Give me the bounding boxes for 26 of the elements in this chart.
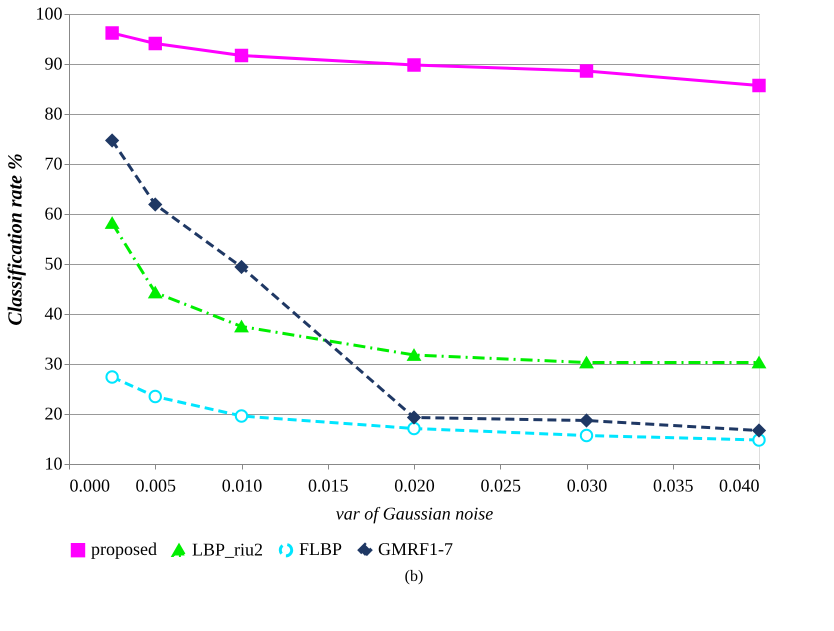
x-tick-label: 0.000 bbox=[70, 476, 110, 496]
x-tick-label: 0.015 bbox=[308, 476, 348, 496]
y-tick-label: 70 bbox=[44, 154, 62, 174]
text: (b) bbox=[404, 568, 424, 585]
y-tick-label: 10 bbox=[44, 454, 62, 474]
y-tick-label: 40 bbox=[44, 304, 62, 324]
y-tick-label: 90 bbox=[44, 54, 62, 74]
x-tick-label: 0.025 bbox=[480, 476, 521, 496]
y-axis-title: Classification rate % bbox=[4, 153, 26, 326]
x-axis-title: var of Gaussian noise bbox=[336, 504, 494, 524]
x-tick-label: 0.040 bbox=[719, 476, 760, 496]
legend-label: FLBP bbox=[299, 539, 342, 560]
y-tick-label: 30 bbox=[44, 354, 62, 374]
y-tick-label: 20 bbox=[44, 404, 62, 424]
y-tick-label: 80 bbox=[44, 104, 62, 124]
y-tick-label: 100 bbox=[36, 4, 62, 24]
legend-label: LBP_riu2 bbox=[192, 540, 264, 560]
y-tick-label: 60 bbox=[44, 204, 62, 224]
x-tick-label: 0.010 bbox=[222, 476, 262, 496]
legend-label: GMRF1-7 bbox=[378, 539, 454, 560]
x-tick-label: 0.035 bbox=[653, 476, 694, 496]
x-tick-label: 0.005 bbox=[136, 476, 176, 496]
x-tick-label: 0.020 bbox=[394, 476, 435, 496]
y-tick-label: 50 bbox=[44, 254, 62, 274]
legend-label: proposed bbox=[91, 539, 157, 560]
x-tick-label: 0.030 bbox=[566, 476, 608, 496]
